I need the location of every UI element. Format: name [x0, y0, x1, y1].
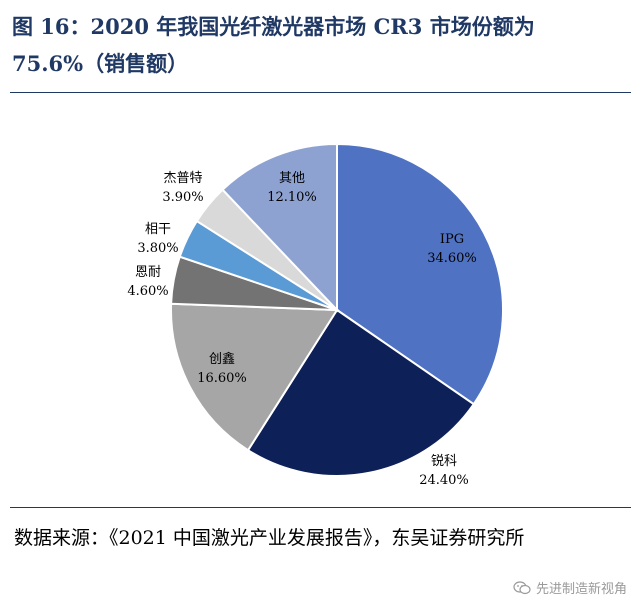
slice-value-label-2: 16.60% [197, 371, 247, 386]
top-rule [10, 92, 631, 93]
watermark: 先进制造新视角 [513, 578, 627, 597]
pie-slice-0 [336, 142, 504, 406]
source-note: 数据来源：《2021 中国激光产业发展报告》，东吴证券研究所 [14, 527, 525, 549]
watermark-text: 先进制造新视角 [535, 582, 627, 597]
slice-value-label-4: 3.80% [137, 241, 178, 256]
pie-slice-1 [246, 308, 476, 477]
bottom-rule [10, 507, 631, 508]
slice-value-label-1: 24.40% [419, 473, 469, 488]
slice-value-label-0: 34.60% [427, 251, 477, 266]
pie-slice-2 [170, 302, 339, 452]
pie-slice-6 [221, 142, 338, 313]
figure-title-line2: 75.6%（销售额） [12, 51, 189, 76]
slice-label-0: IPG [440, 232, 464, 247]
slice-label-2: 创鑫 [209, 351, 235, 367]
slice-value-label-6: 12.10% [267, 190, 317, 205]
slice-label-1: 锐科 [431, 454, 457, 469]
figure-title-line1: 图 16：2020 年我国光纤激光器市场 CR3 市场份额为 [12, 14, 535, 39]
slice-label-5: 杰普特 [163, 171, 202, 186]
slice-value-label-3: 4.60% [127, 284, 168, 299]
wechat-icon [513, 580, 531, 594]
slice-label-6: 其他 [279, 171, 305, 186]
slice-label-3: 恩耐 [135, 265, 161, 280]
slice-value-label-5: 3.90% [162, 190, 203, 205]
figure-title: 图 16：2020 年我国光纤激光器市场 CR3 市场份额为 75.6%（销售额… [12, 8, 632, 82]
slice-label-4: 相干 [145, 222, 171, 237]
